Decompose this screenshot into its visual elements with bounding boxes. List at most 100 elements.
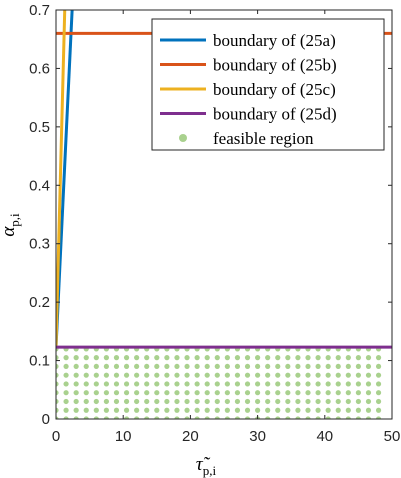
feasible-point-7-12 — [174, 355, 180, 361]
feasible-point-1-9 — [144, 407, 150, 413]
feasible-point-7-17 — [224, 355, 230, 361]
feasible-point-4-12 — [174, 381, 180, 387]
feasible-point-6-6 — [113, 363, 120, 370]
feasible-point-6-23 — [285, 363, 291, 370]
feasible-point-4-32 — [375, 381, 382, 387]
feasible-point-6-31 — [365, 363, 372, 370]
feasible-point-7-9 — [144, 355, 150, 361]
feasible-point-5-16 — [214, 372, 220, 378]
feasible-point-3-16 — [214, 390, 220, 396]
feasible-point-7-19 — [244, 355, 251, 361]
feasible-point-6-3 — [83, 363, 89, 370]
feasible-point-5-25 — [305, 372, 311, 378]
feasible-point-1-24 — [295, 407, 301, 413]
feasible-point-1-19 — [244, 407, 251, 413]
legend-label-2: boundary of (25b) — [213, 56, 337, 75]
feasible-point-7-0 — [56, 355, 59, 361]
feasible-point-5-3 — [83, 372, 89, 378]
feasible-point-3-0 — [56, 390, 59, 396]
feasible-point-0-5 — [103, 416, 109, 419]
feasible-point-0-8 — [134, 416, 140, 419]
feasible-point-0-11 — [164, 416, 170, 419]
feasible-point-4-24 — [295, 381, 301, 387]
feasible-point-7-21 — [265, 355, 271, 361]
feasible-point-4-9 — [144, 381, 150, 387]
feasible-point-2-0 — [56, 398, 59, 405]
feasible-point-0-32 — [375, 416, 382, 419]
feasible-point-3-29 — [345, 390, 351, 396]
feasible-point-1-31 — [365, 407, 372, 413]
feasible-point-3-23 — [285, 390, 291, 396]
feasible-point-3-10 — [154, 390, 160, 396]
feasible-point-4-21 — [265, 381, 271, 387]
feasible-point-6-9 — [144, 363, 150, 370]
legend-item-1: boundary of (25a) — [160, 31, 336, 50]
feasible-point-2-26 — [315, 398, 321, 405]
feasible-point-3-13 — [184, 390, 190, 396]
feasible-point-3-20 — [255, 390, 261, 396]
feasible-point-0-25 — [305, 416, 311, 419]
feasible-point-7-4 — [93, 355, 99, 361]
feasible-point-0-17 — [224, 416, 230, 419]
feasible-point-1-7 — [123, 407, 130, 413]
feasible-point-2-18 — [234, 398, 241, 405]
feasible-point-5-11 — [164, 372, 170, 378]
feasible-point-7-16 — [214, 355, 220, 361]
feasible-point-2-24 — [295, 398, 301, 405]
feasible-point-5-7 — [123, 372, 130, 378]
feasible-point-1-2 — [73, 407, 79, 413]
feasible-point-2-16 — [214, 398, 220, 405]
feasible-point-5-13 — [184, 372, 190, 378]
feasible-point-4-5 — [103, 381, 109, 387]
feasible-point-2-23 — [285, 398, 291, 405]
feasible-point-6-5 — [103, 363, 109, 370]
feasible-point-4-0 — [56, 381, 59, 387]
x-axis-label: τ̃p,i — [196, 454, 217, 478]
y-tick-label-2: 0.2 — [29, 294, 50, 311]
x-tick-label-5: 50 — [384, 428, 401, 445]
feasible-point-6-16 — [214, 363, 220, 370]
axis-ticks — [55, 9, 393, 420]
y-tick-label-4: 0.4 — [29, 177, 50, 194]
feasible-point-4-17 — [224, 381, 230, 387]
feasible-point-5-10 — [154, 372, 160, 378]
feasible-point-5-21 — [265, 372, 271, 378]
feasible-point-0-7 — [123, 416, 130, 419]
feasible-point-7-1 — [63, 355, 69, 361]
feasible-point-2-13 — [184, 398, 190, 405]
feasible-point-7-6 — [113, 355, 120, 361]
feasible-point-4-8 — [134, 381, 140, 387]
feasible-point-6-11 — [164, 363, 170, 370]
y-tick-label-5: 0.5 — [29, 119, 50, 136]
feasible-point-0-14 — [194, 416, 200, 419]
feasible-point-6-30 — [355, 363, 361, 370]
y-tick-label-1: 0.1 — [29, 353, 50, 370]
feasible-point-0-3 — [83, 416, 89, 419]
feasible-point-5-0 — [56, 372, 59, 378]
feasible-point-6-0 — [56, 363, 59, 370]
feasible-point-2-15 — [204, 398, 210, 405]
feasible-point-3-30 — [355, 390, 361, 396]
feasible-point-1-12 — [174, 407, 180, 413]
y-tick-label-0: 0 — [42, 411, 50, 428]
feasible-point-3-15 — [204, 390, 210, 396]
legend: boundary of (25a) boundary of (25b) bounda… — [151, 18, 385, 151]
feasible-point-0-26 — [315, 416, 321, 419]
feasible-point-5-27 — [325, 372, 331, 378]
feasible-point-5-32 — [375, 372, 382, 378]
feasible-point-2-6 — [113, 398, 120, 405]
feasible-point-2-19 — [244, 398, 251, 405]
feasible-point-0-0 — [56, 416, 59, 419]
feasible-point-6-24 — [295, 363, 301, 370]
feasible-point-1-18 — [234, 407, 241, 413]
feasible-point-2-25 — [305, 398, 311, 405]
feasible-point-1-27 — [325, 407, 331, 413]
feasible-point-6-28 — [335, 363, 341, 370]
feasible-point-4-28 — [335, 381, 341, 387]
feasible-point-7-20 — [255, 355, 261, 361]
feasible-point-3-12 — [174, 390, 180, 396]
feasible-point-6-2 — [73, 363, 79, 370]
x-tick-label-0: 0 — [52, 428, 60, 445]
feasible-point-7-28 — [335, 355, 341, 361]
feasible-point-4-29 — [345, 381, 351, 387]
